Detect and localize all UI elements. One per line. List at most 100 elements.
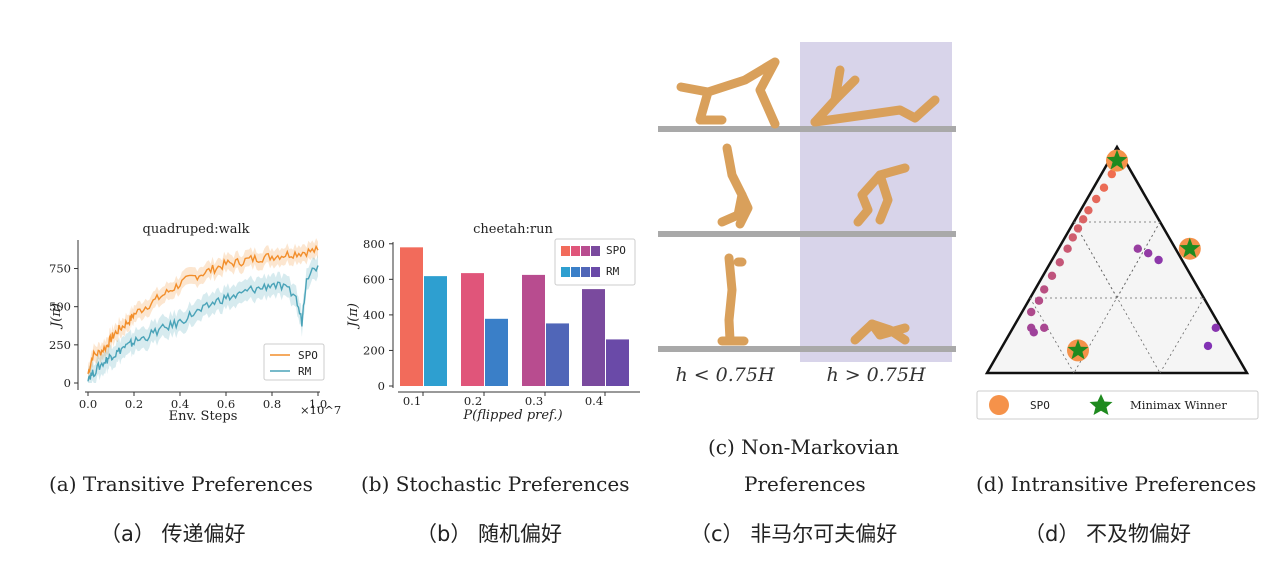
panel-c-illustration: h < 0.75H h > 0.75H: [658, 42, 956, 386]
chart-d: SPO Minimax Winner: [976, 144, 1259, 420]
bar-rm-0.4: [606, 339, 629, 386]
caption-b-zh: （b） 随机偏好: [416, 522, 563, 546]
chart-d-legend: SPO Minimax Winner: [976, 390, 1259, 420]
minimax-star: [1106, 149, 1128, 170]
chart-b-legend-spo: SPO: [606, 244, 626, 257]
xtick-label: 0.1: [403, 394, 421, 408]
xtick-label: 0.8: [263, 397, 281, 411]
bar-spo-0.2: [461, 273, 484, 386]
chart-d-gridlines: [1029, 221, 1205, 374]
chart-d-legend-minimax: Minimax Winner: [1130, 398, 1227, 412]
legend-swatch-spo: [571, 246, 580, 256]
trajectory-point: [1133, 244, 1143, 253]
ytick-label: 400: [363, 308, 385, 322]
trajectory-point: [1047, 271, 1057, 280]
trajectory-point: [1073, 224, 1083, 233]
trajectory-point: [1154, 255, 1163, 265]
panel-c-shaded-region: [800, 42, 952, 362]
caption-c-zh: （c） 非马尔可夫偏好: [690, 522, 898, 546]
trajectory-point: [1203, 341, 1213, 351]
chart-d-minimax-points: [1067, 149, 1201, 360]
chart-a-legend: SPO RM: [263, 343, 325, 381]
chart-a-lines: [87, 244, 319, 382]
trajectory-point: [1029, 328, 1039, 337]
chart-b-legend-rm: RM: [606, 265, 620, 278]
caption-a-en: (a) Transitive Preferences: [49, 472, 313, 496]
bar-rm-0.1: [424, 276, 447, 386]
walker-row1-left: [676, 57, 780, 129]
trajectory-point: [1040, 323, 1049, 332]
trajectory-point: [1040, 285, 1049, 294]
line-spo: [87, 244, 319, 375]
chart-a-title: quadruped:walk: [143, 222, 250, 237]
legend-swatch-spo: [591, 246, 600, 256]
trajectory-point: [1055, 258, 1065, 267]
panel-c-label-right: h > 0.75H: [826, 364, 926, 386]
chart-a-ylabel: J(π): [49, 303, 64, 330]
panel-c-floors: [658, 126, 956, 352]
trajectory-point: [1099, 183, 1109, 192]
trajectory-point: [1144, 249, 1153, 258]
chart-d-legend-spo: SPO: [1030, 399, 1050, 412]
legend-swatch-rm: [591, 267, 600, 277]
panel-c-label-left: h < 0.75H: [675, 364, 775, 386]
chart-a-legend-rm: RM: [298, 365, 312, 378]
chart-a-legend-spo: SPO: [298, 349, 318, 362]
chart-a: quadruped:walk 0.0 0.2 0.4 0.6 0.8 1.0 0 250 50…: [49, 222, 341, 424]
xtick-label: 0.4: [585, 394, 603, 408]
legend-swatch-rm: [581, 267, 590, 277]
ytick-label: 0: [64, 376, 71, 390]
chart-d-simplex: [984, 144, 1250, 375]
trajectory-point: [1092, 194, 1101, 204]
legend-swatch-rm: [571, 267, 580, 277]
line-rm: [87, 265, 319, 382]
trajectory-point: [1034, 296, 1044, 305]
trajectory-point: [1079, 215, 1088, 224]
minimax-star: [1067, 339, 1089, 360]
chart-b-ylabel: J(π): [346, 303, 361, 330]
chart-b-xlabel: P(flipped pref.): [462, 408, 562, 423]
trajectory-point: [1063, 244, 1072, 253]
xtick-label: 0.3: [525, 394, 543, 408]
ytick-label: 600: [363, 272, 385, 286]
chart-b-xticks: 0.1 0.2 0.3 0.4: [403, 392, 606, 408]
walker-row2-left: [717, 143, 753, 229]
walker-row2-right: [853, 163, 910, 227]
ytick-label: 750: [49, 262, 71, 276]
legend-star-marker: [1089, 394, 1113, 415]
xtick-label: 0.2: [464, 394, 482, 408]
ytick-label: 0: [378, 379, 385, 393]
legend-swatch-spo: [581, 246, 590, 256]
caption-a-zh: （a） 传递偏好: [100, 522, 246, 546]
xtick-label: 0.4: [171, 397, 189, 411]
ytick-label: 200: [363, 343, 385, 357]
bar-spo-0.3: [522, 274, 545, 386]
caption-b-en: (b) Stochastic Preferences: [361, 472, 630, 496]
walker-row3-right: [850, 319, 910, 345]
caption-c-en-line2: Preferences: [744, 472, 866, 496]
chart-b: cheetah:run 0.1 0.2 0.3 0.4 0 200 400 600 800 P…: [346, 222, 640, 423]
ytick-label: 250: [49, 338, 71, 352]
chart-b-bars: [400, 247, 629, 386]
band-rm: [88, 254, 318, 383]
bar-spo-0.1: [400, 247, 423, 386]
trajectory-point: [1084, 206, 1093, 215]
chart-b-title: cheetah:run: [473, 222, 553, 237]
chart-d-trajectory: [1027, 169, 1221, 351]
caption-d-zh: （d） 不及物偏好: [1024, 522, 1192, 546]
chart-b-legend: SPO RM: [554, 238, 636, 286]
walker-row3-left: [717, 253, 749, 346]
xtick-label: 0.0: [79, 397, 97, 411]
xtick-label: 1.0: [309, 397, 327, 411]
caption-d-en: (d) Intransitive Preferences: [976, 472, 1257, 496]
ytick-label: 800: [363, 237, 385, 251]
ytick-label: 500: [49, 300, 71, 314]
legend-swatch-spo: [561, 246, 570, 256]
bar-spo-0.4: [582, 289, 605, 386]
trajectory-point: [1027, 307, 1036, 317]
chart-b-yticks: 0 200 400 600 800: [363, 237, 393, 393]
xtick-label: 0.6: [217, 397, 235, 411]
trajectory-point: [1068, 233, 1078, 242]
legend-spo-marker: [989, 395, 1009, 415]
